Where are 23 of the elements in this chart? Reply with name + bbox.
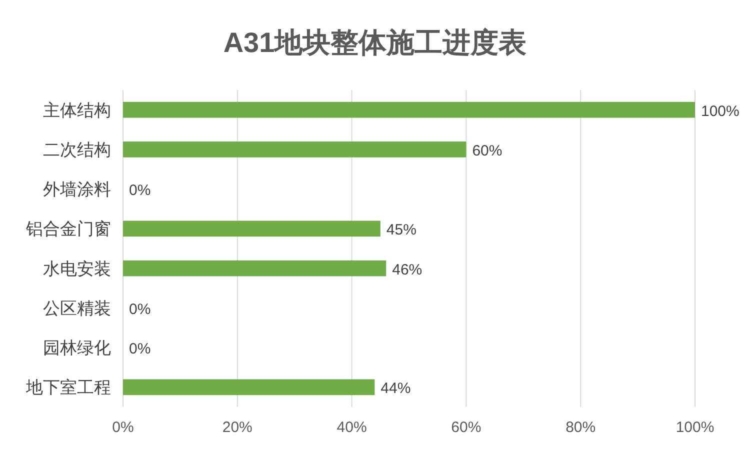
x-tick-label: 40% xyxy=(336,419,367,436)
data-label: 100% xyxy=(701,102,740,120)
y-tick-label: 二次结构 xyxy=(43,140,111,160)
title: A31地块整体施工进度表 xyxy=(223,27,527,58)
y-tick-label: 地下室工程 xyxy=(25,378,111,398)
data-label: 0% xyxy=(129,300,151,318)
y-tick-label: 园林绿化 xyxy=(43,338,111,358)
y-tick-label: 主体结构 xyxy=(43,100,111,120)
x-tick-label: 20% xyxy=(222,419,252,436)
data-label: 46% xyxy=(392,261,422,278)
y-tick-label: 外墙涂料 xyxy=(43,180,111,200)
data-label: 44% xyxy=(380,380,411,398)
data-label: 60% xyxy=(472,142,502,160)
y-tick-label: 水电安装 xyxy=(43,259,111,278)
data-label: 45% xyxy=(386,222,416,239)
y-tick-label: 公区精装 xyxy=(43,298,111,318)
data-label: 0% xyxy=(129,340,151,358)
x-tick-label: 0% xyxy=(112,419,134,436)
x-tick-label: 80% xyxy=(566,419,596,436)
x-tick-label: 60% xyxy=(451,419,482,436)
y-tick-label: 铝合金门窗 xyxy=(25,220,111,239)
data-label: 0% xyxy=(129,182,151,200)
x-tick-label: 100% xyxy=(676,419,714,436)
